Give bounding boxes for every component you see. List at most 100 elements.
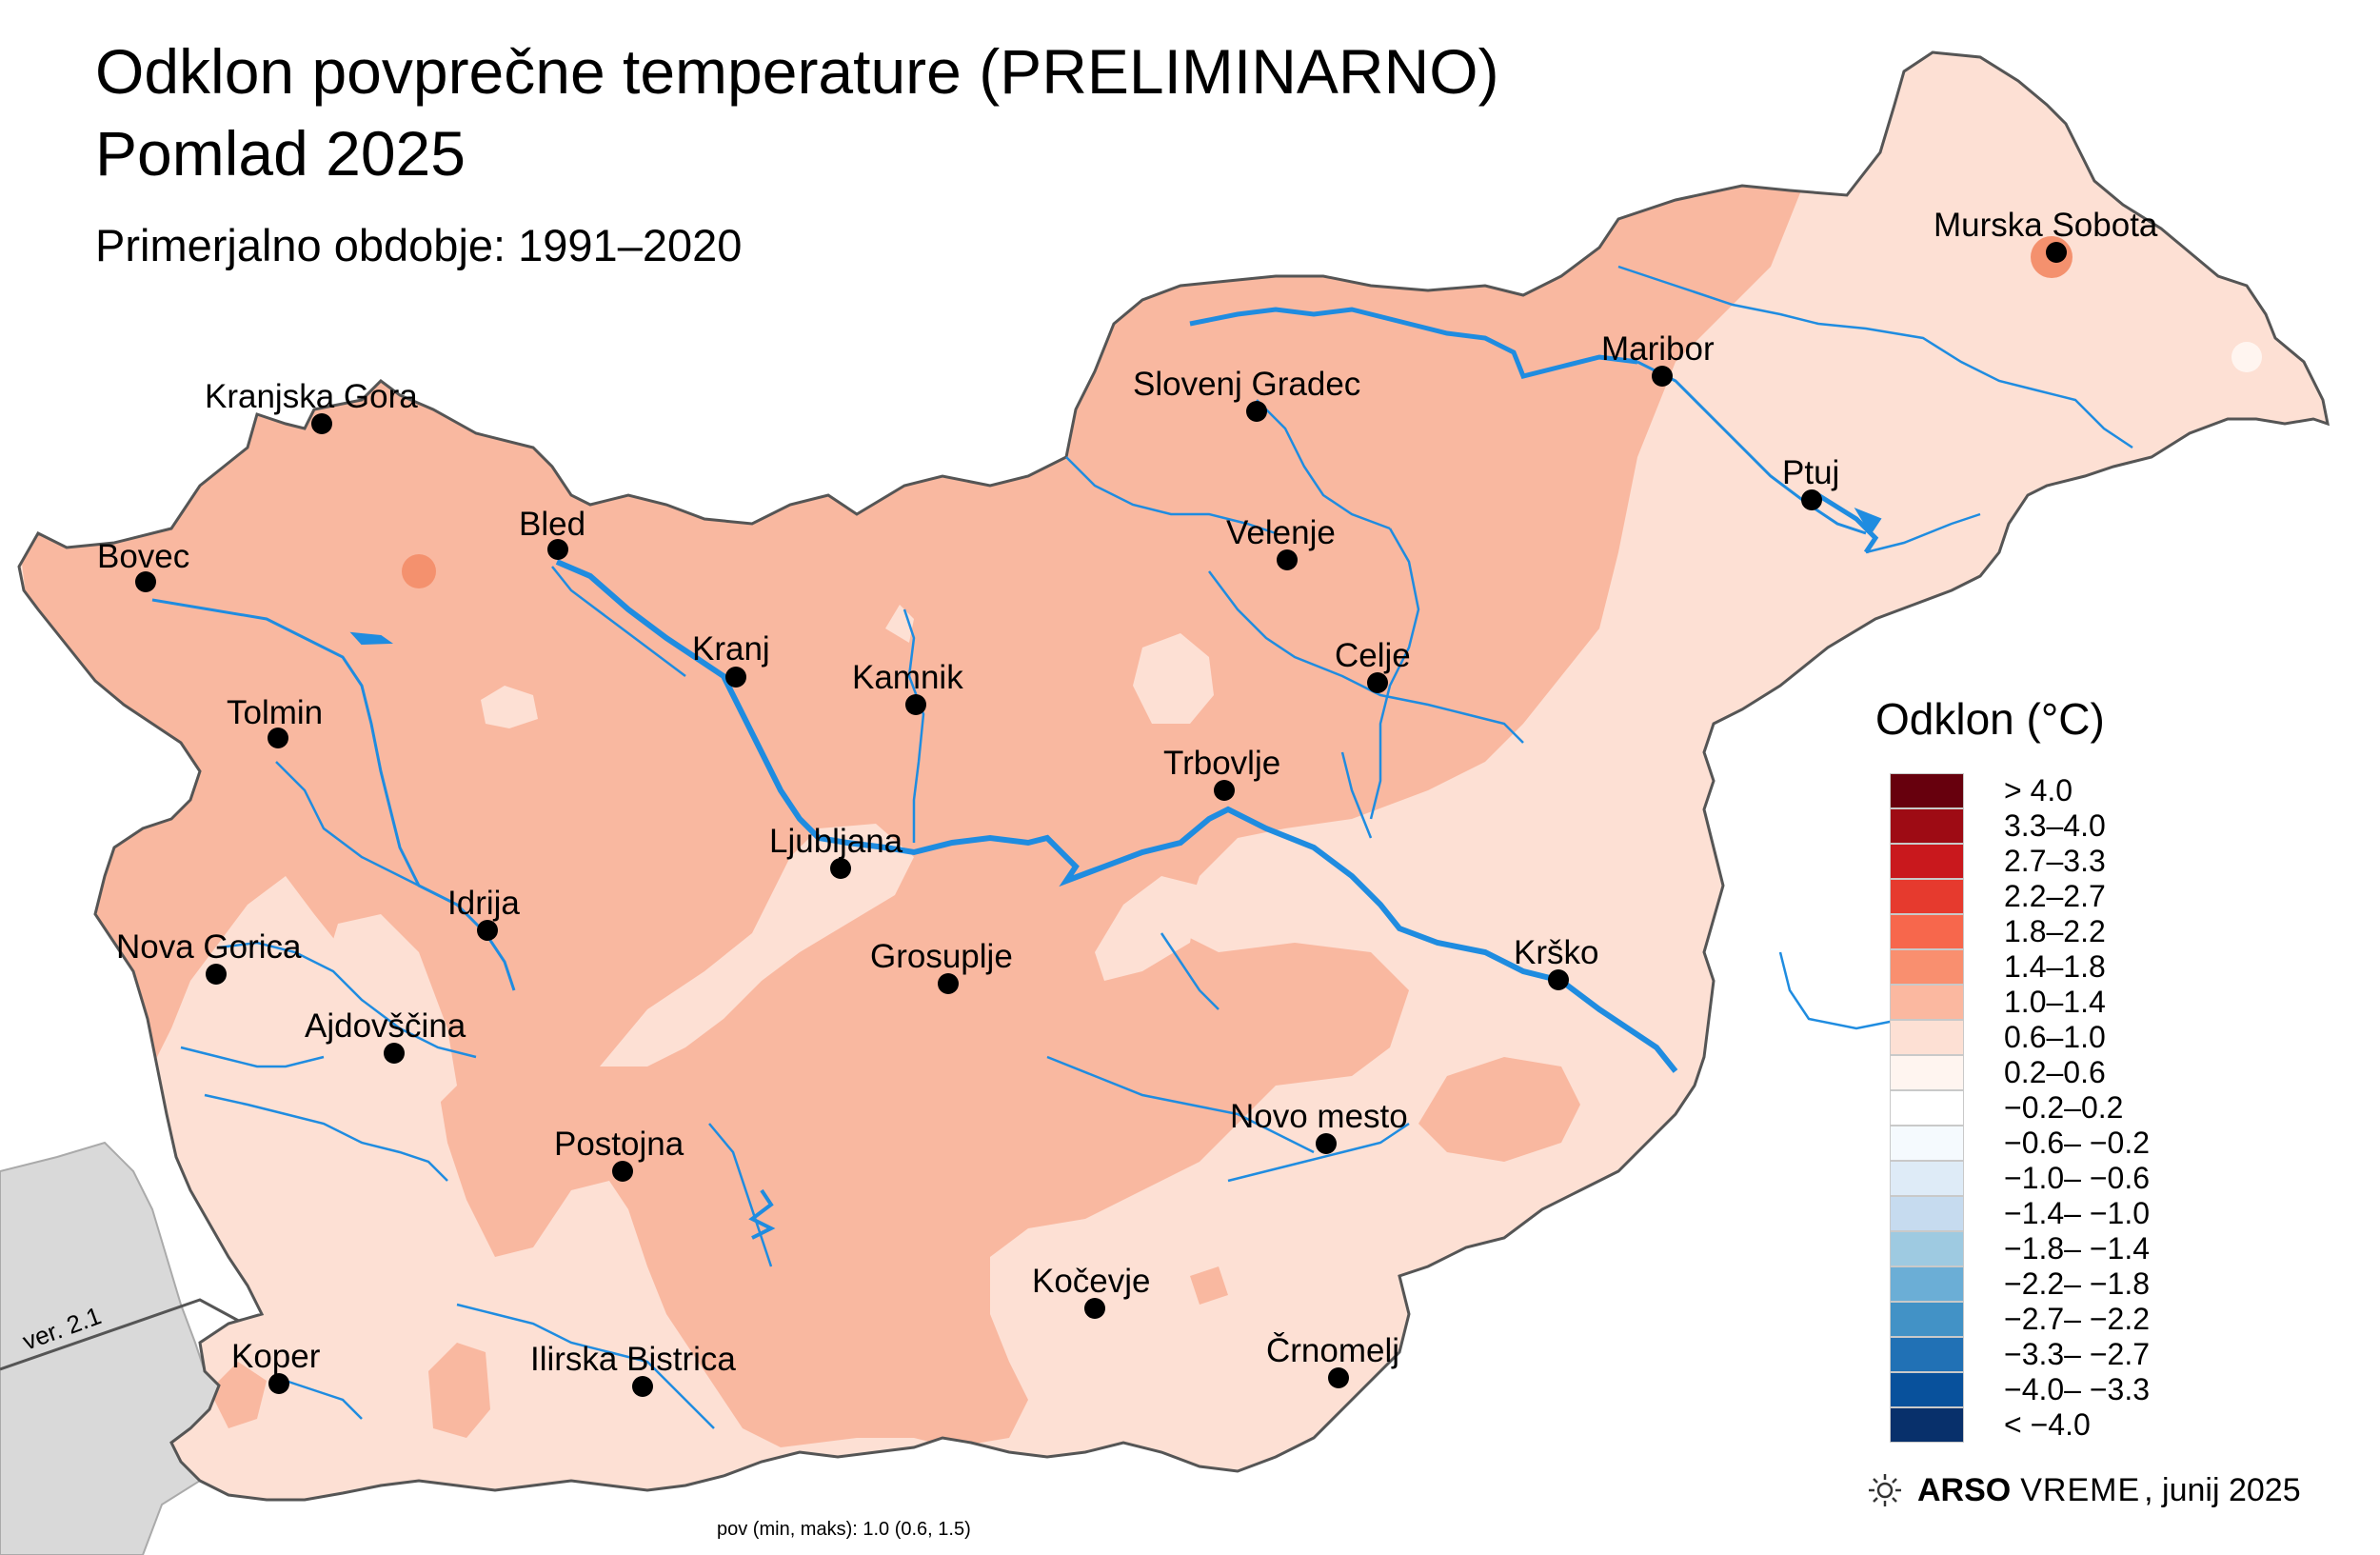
city-marker: Postojna [554,1126,684,1182]
rivers [151,265,2133,1429]
legend-label: 2.2–2.7 [2004,879,2106,913]
city-marker: Kočevje [1032,1263,1151,1319]
legend-item: 1.0–1.4 [1890,985,2271,1020]
legend-label: 1.0–1.4 [2004,985,2106,1019]
city-label: Celje [1335,637,1411,674]
legend-item: 0.2–0.6 [1890,1055,2271,1090]
legend-title: Odklon (°C) [1875,694,2105,744]
city-dot [632,1376,653,1397]
legend-swatch [1890,1020,1964,1055]
legend-label: 0.2–0.6 [2004,1055,2106,1089]
city-label: Kamnik [852,659,963,696]
legend-label: −3.3– −2.7 [2004,1337,2151,1371]
legend-item: −1.4– −1.0 [1890,1196,2271,1231]
city-marker: Celje [1335,637,1411,693]
legend-item: 3.3–4.0 [1890,808,2271,844]
legend-item: −2.7– −2.2 [1890,1302,2271,1337]
legend-label: −2.7– −2.2 [2004,1302,2151,1336]
city-marker: Velenje [1226,514,1336,570]
legend-label: 1.4–1.8 [2004,949,2106,984]
legend-label: −1.8– −1.4 [2004,1231,2151,1266]
city-label: Trbovlje [1163,745,1280,782]
city-dot [1367,672,1388,693]
city-dot [384,1043,405,1064]
legend-item: −1.8– −1.4 [1890,1231,2271,1266]
band-0-6-1-0-island [481,686,538,728]
credit-date: , junij 2025 [2144,1471,2301,1508]
city-label: Kranj [692,630,770,668]
city-marker: Maribor [1601,330,1715,387]
legend-swatch [1890,1055,1964,1090]
legend-label: −0.6– −0.2 [2004,1126,2151,1160]
legend-swatch [1890,1161,1964,1196]
city-marker: Bled [519,506,585,560]
legend-swatch [1890,773,1964,808]
city-marker: Ljubljana [769,823,903,879]
city-label: Grosuplje [870,938,1013,975]
city-label: Tolmin [227,694,323,731]
city-dot [1214,780,1235,801]
legend-item: −0.2–0.2 [1890,1090,2271,1126]
legend-label: −0.2–0.2 [2004,1090,2124,1125]
legend-item: > 4.0 [1890,773,2271,808]
city-dot [547,539,568,560]
city-dot [2046,242,2067,263]
city-label: Kranjska Gora [205,378,418,415]
city-label: Velenje [1226,514,1336,551]
legend-label: −1.0– −0.6 [2004,1161,2151,1195]
band-1-0-1-4 [19,171,1809,1447]
city-dot [268,1373,289,1394]
band-0-6-1-0-island [1095,876,1200,981]
city-marker: Koper [231,1338,321,1394]
city-label: Idrija [447,885,520,922]
city-dot [612,1161,633,1182]
legend-label: < −4.0 [2004,1407,2091,1442]
city-dot [938,973,959,994]
city-label: Kočevje [1032,1263,1151,1300]
legend-item: < −4.0 [1890,1407,2271,1443]
city-marker: Nova Gorica [116,928,302,985]
credit-brand-vreme: VREME [2020,1471,2141,1508]
legend-label: > 4.0 [2004,773,2073,807]
legend-item: 2.2–2.7 [1890,879,2271,914]
city-label: Koper [231,1338,321,1375]
legend-swatch [1890,1302,1964,1337]
city-label: Ptuj [1782,454,1839,491]
legend-swatch [1890,1372,1964,1407]
legend-item: −2.2– −1.8 [1890,1266,2271,1302]
city-label: Nova Gorica [116,928,302,966]
city-dot [206,964,227,985]
city-marker: Kamnik [852,659,963,715]
city-label: Krško [1514,934,1598,971]
legend-swatch [1890,1407,1964,1443]
legend-label: −4.0– −3.3 [2004,1372,2151,1406]
city-label: Ljubljana [769,823,903,860]
city-label: Črnomelj [1266,1332,1399,1369]
legend-swatch [1890,1337,1964,1372]
city-marker: Grosuplje [870,938,1013,994]
legend-label: 2.7–3.3 [2004,844,2106,878]
band-1-0-1-4-pocket [1418,1057,1580,1162]
legend-swatch [1890,1090,1964,1126]
city-dot [268,728,288,748]
city-dot [830,858,851,879]
legend-item: 2.7–3.3 [1890,844,2271,879]
city-dot [1084,1298,1105,1319]
city-label: Bovec [97,538,189,575]
city-marker: Idrija [447,885,520,941]
city-marker: Črnomelj [1266,1332,1399,1388]
legend-item: −1.0– −0.6 [1890,1161,2271,1196]
city-marker: Krško [1514,934,1598,990]
map-title-line2: Pomlad 2025 [95,118,466,189]
legend-swatch [1890,1266,1964,1302]
legend-label: 1.8–2.2 [2004,914,2106,948]
legend-swatch [1890,1126,1964,1161]
legend-label: 3.3–4.0 [2004,808,2106,843]
city-marker: Novo mesto [1230,1098,1408,1154]
city-dot [1652,366,1673,387]
legend-label: −1.4– −1.0 [2004,1196,2151,1230]
legend-swatch [1890,949,1964,985]
cities-layer: Kranjska Gora Bled Bovec Kranj Kamnik Tolmin L… [97,207,2158,1397]
city-dot [1801,489,1822,510]
legend-item: −4.0– −3.3 [1890,1372,2271,1407]
